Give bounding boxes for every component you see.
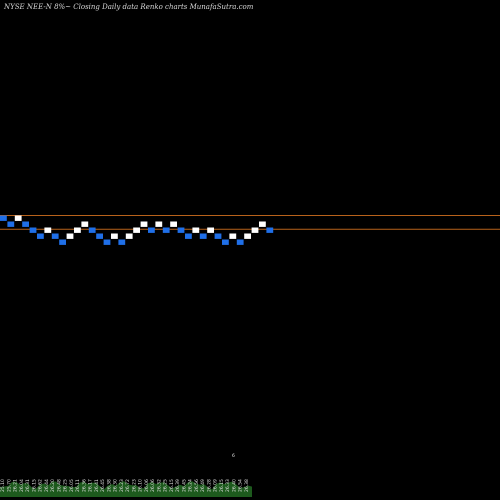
x-tick-label: 26.45: [181, 479, 187, 492]
x-tick-label: 25.70: [6, 479, 12, 492]
renko-brick: [29, 227, 37, 233]
x-tick-label: 26.06: [144, 479, 150, 492]
x-tick-label: 26.05: [69, 479, 75, 492]
x-tick-label: 26.15: [219, 479, 225, 492]
renko-brick: [125, 233, 133, 239]
renko-brick: [170, 221, 177, 227]
x-tick-label: 26.39: [175, 479, 181, 492]
volume-area: [0, 481, 252, 497]
x-tick-label: 26.56: [194, 479, 200, 492]
x-tick-label: 26.32: [156, 479, 162, 492]
renko-brick: [148, 227, 155, 233]
x-tick-label: 26.44: [44, 479, 50, 492]
x-tick-label: 26.21: [13, 479, 19, 492]
renko-brick: [222, 239, 229, 245]
chart-title: NYSE NEE-N 8%~ Closing Daily data Renko …: [3, 3, 254, 11]
x-tick-label: 26.30: [113, 479, 119, 492]
x-tick-label: 26.15: [169, 479, 175, 492]
x-tick-label: 26.38: [244, 479, 250, 492]
x-tick-label: 26.31: [25, 479, 31, 492]
renko-brick: [207, 227, 214, 233]
renko-brick: [22, 221, 29, 227]
x-tick-label: 26.23: [119, 479, 125, 492]
x-tick-label: 26.48: [56, 479, 62, 492]
renko-brick: [229, 233, 237, 239]
renko-brick: [162, 227, 170, 233]
x-tick-label: 26.45: [100, 479, 106, 492]
renko-brick: [177, 227, 185, 233]
x-tick-label: 26.28: [206, 479, 212, 492]
renko-brick: [266, 227, 274, 233]
x-tick-label: 26.06: [150, 479, 156, 492]
volume-fill: [0, 481, 252, 497]
reference-lines: [0, 215, 500, 230]
renko-brick: [74, 227, 81, 233]
x-tick-label: 26.40: [231, 479, 237, 492]
x-tick-label: 26.15: [31, 479, 37, 492]
x-tick-label: 26.54: [238, 479, 244, 492]
renko-bricks: [0, 215, 274, 245]
renko-brick: [118, 239, 126, 245]
renko-brick: [259, 221, 266, 227]
renko-brick: [0, 215, 7, 221]
renko-brick: [155, 221, 163, 227]
renko-brick: [51, 233, 59, 239]
x-axis-labels: 25.10 25.70 26.21 26.04 26.31 26.15 26.62 26.44…: [0, 479, 250, 492]
renko-brick: [37, 233, 44, 239]
renko-brick: [133, 227, 140, 233]
x-tick-label: 25.10: [0, 479, 6, 492]
x-tick-label: 26.33: [225, 479, 231, 492]
x-tick-label: 26.62: [38, 479, 44, 492]
volume-marker: 6: [232, 453, 235, 459]
x-tick-label: 26.11: [75, 479, 81, 492]
x-tick-label: 26.36: [81, 479, 87, 492]
x-tick-label: 26.10: [138, 479, 144, 492]
x-tick-label: 26.24: [188, 479, 194, 492]
renko-brick: [185, 233, 192, 239]
x-tick-label: 26.17: [88, 479, 94, 492]
renko-brick: [88, 227, 96, 233]
renko-brick: [44, 227, 52, 233]
renko-brick: [59, 239, 66, 245]
x-tick-label: 26.04: [19, 479, 25, 492]
renko-brick: [236, 239, 244, 245]
renko-brick: [81, 221, 89, 227]
renko-brick: [251, 227, 259, 233]
x-tick-label: 26.09: [213, 479, 219, 492]
renko-brick: [244, 233, 251, 239]
x-tick-label: 26.38: [106, 479, 112, 492]
renko-brick: [192, 227, 200, 233]
renko-brick: [66, 233, 74, 239]
x-tick-label: 26.20: [50, 479, 56, 492]
x-tick-label: 26.72: [125, 479, 131, 492]
renko-brick: [199, 233, 207, 239]
renko-brick: [14, 215, 22, 221]
renko-brick: [140, 221, 148, 227]
renko-brick: [96, 233, 103, 239]
renko-brick: [214, 233, 222, 239]
x-tick-label: 26.25: [63, 479, 69, 492]
x-tick-label: 26.25: [163, 479, 169, 492]
x-tick-label: 26.49: [200, 479, 206, 492]
x-tick-label: 26.41: [94, 479, 100, 492]
renko-brick: [111, 233, 118, 239]
renko-brick: [7, 221, 15, 227]
x-tick-label: 26.23: [131, 479, 137, 492]
renko-brick: [103, 239, 111, 245]
